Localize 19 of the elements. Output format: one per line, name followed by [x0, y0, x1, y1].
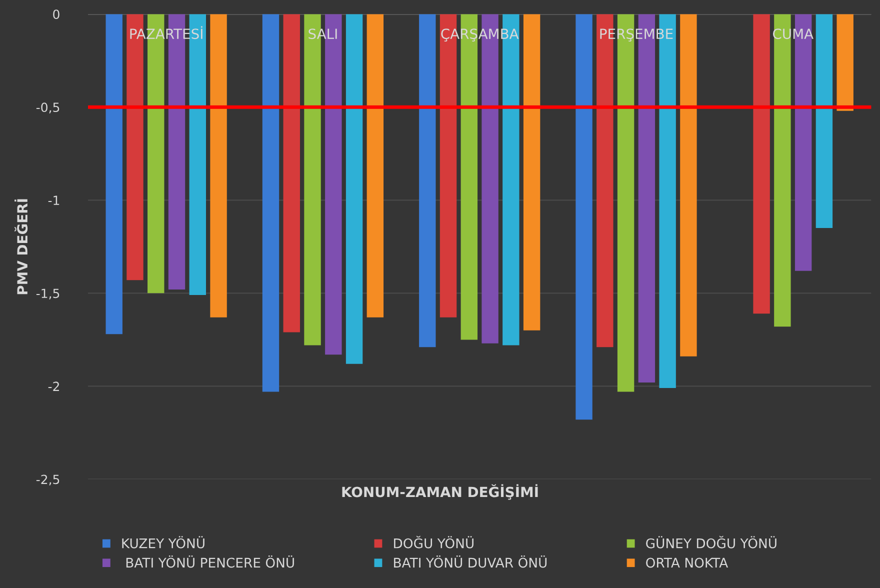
y-tick-label: -2,5 — [36, 474, 60, 486]
legend-label: DOĞU YÖNÜ — [394, 536, 474, 548]
x-tick-label: PERŞEMBE — [600, 28, 673, 42]
y-tick-label: -1,5 — [36, 288, 60, 300]
y-tick-label: 0 — [53, 10, 60, 20]
legend-label: BATI YÖNÜ DUVAR ÖNÜ — [394, 555, 547, 568]
x-tick-label: SALI — [308, 28, 337, 40]
legend-label: BATI YÖNÜ PENCERE ÖNÜ — [126, 555, 294, 568]
x-tick-label: ÇARŞAMBA — [441, 28, 519, 42]
y-tick-label: -2 — [48, 382, 59, 391]
y-tick-label: -0,5 — [36, 102, 60, 114]
legend-label: KUZEY YÖNÜ — [122, 536, 204, 548]
x-tick-label: CUMA — [772, 28, 814, 40]
x-tick-label: PAZARTESİ — [130, 26, 202, 40]
legend-label: ORTA NOKTA — [646, 558, 728, 568]
legend-label: GÜNEY DOĞU YÖNÜ — [646, 536, 776, 548]
y-tick-label: -1 — [48, 196, 60, 205]
y-axis-title: PMV DEĞERİ — [14, 199, 28, 294]
x-axis-title: KONUM-ZAMAN DEĞİŞİMİ — [342, 484, 538, 500]
